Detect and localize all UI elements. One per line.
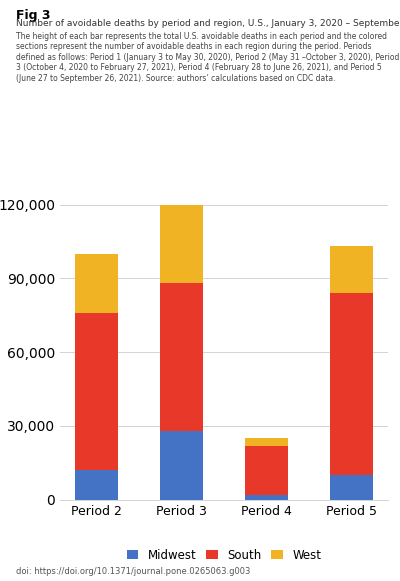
Bar [245,495,288,500]
Bar [160,284,203,431]
Bar [160,205,203,284]
Bar [330,475,373,500]
Bar [75,470,118,500]
Text: Fig 3: Fig 3 [16,9,50,21]
Bar [330,293,373,475]
Bar [245,438,288,446]
Text: The height of each bar represents the total U.S. avoidable deaths in each period: The height of each bar represents the to… [16,32,399,83]
Bar [75,313,118,470]
Text: doi: https://doi.org/10.1371/journal.pone.0265063.g003: doi: https://doi.org/10.1371/journal.pon… [16,568,250,576]
Legend: Midwest, South, West: Midwest, South, West [122,544,326,566]
Bar [330,246,373,293]
Bar [245,446,288,495]
Bar [160,431,203,500]
Bar [75,254,118,313]
Text: Number of avoidable deaths by period and region, U.S., January 3, 2020 – Septemb: Number of avoidable deaths by period and… [16,19,400,27]
